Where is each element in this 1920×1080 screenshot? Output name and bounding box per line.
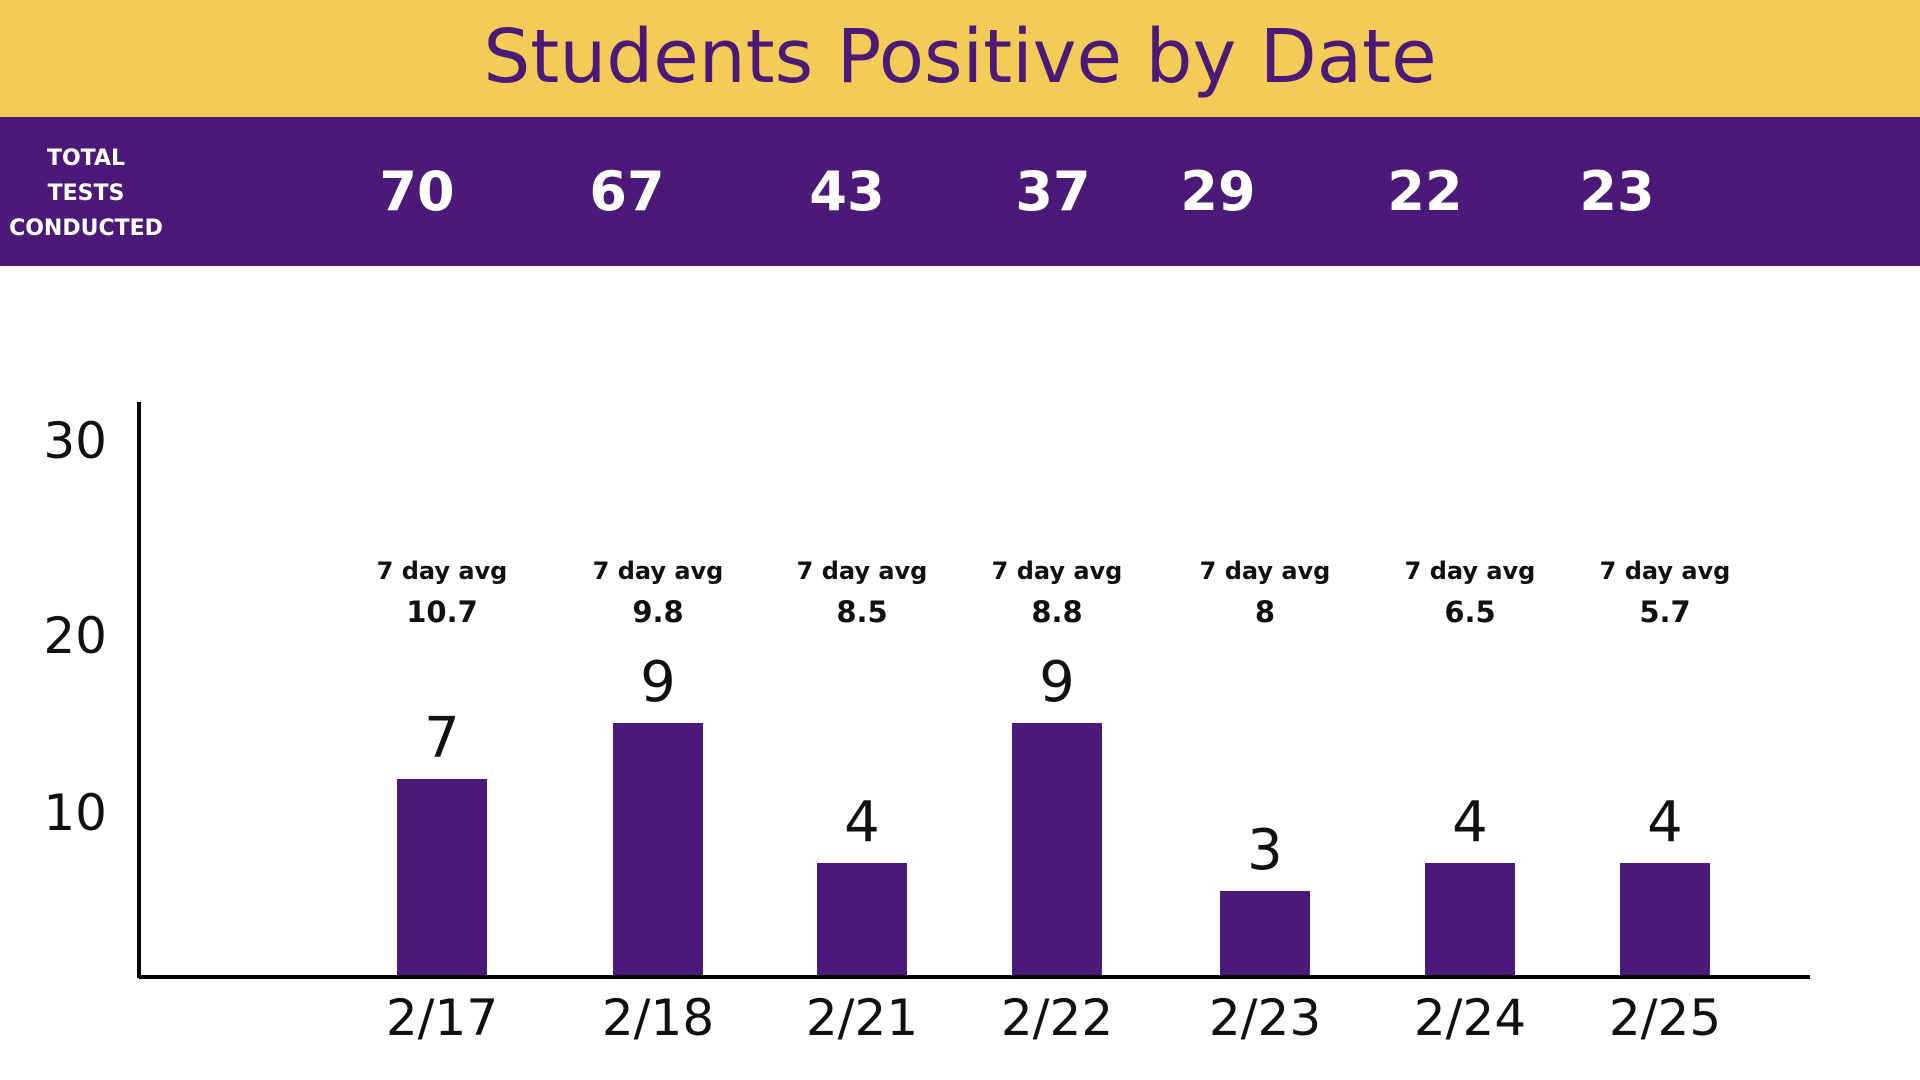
x-tick-label: 2/23 bbox=[1209, 989, 1321, 1047]
data-label: 4 bbox=[1452, 790, 1488, 855]
tests-value: 22 bbox=[1387, 160, 1463, 223]
seven-day-avg-label: 7 day avg bbox=[593, 557, 724, 585]
bar bbox=[613, 723, 703, 975]
data-label: 9 bbox=[640, 650, 676, 715]
tests-value: 70 bbox=[379, 160, 455, 223]
y-tick-label: 30 bbox=[43, 412, 107, 470]
x-tick-label: 2/25 bbox=[1609, 989, 1721, 1047]
data-label: 7 bbox=[424, 706, 460, 771]
x-tick-label: 2/21 bbox=[806, 989, 918, 1047]
title-bar: Students Positive by Date bbox=[0, 0, 1920, 117]
tests-value: 67 bbox=[589, 160, 665, 223]
data-label: 9 bbox=[1039, 650, 1075, 715]
data-label: 4 bbox=[1647, 790, 1683, 855]
page-title: Students Positive by Date bbox=[483, 13, 1437, 100]
y-tick-label: 10 bbox=[43, 784, 107, 842]
tests-conducted-label: TOTAL TESTS CONDUCTED bbox=[0, 141, 172, 246]
x-tick-label: 2/18 bbox=[602, 989, 714, 1047]
bar bbox=[1220, 891, 1310, 975]
tests-label-line: TOTAL bbox=[46, 146, 126, 171]
seven-day-avg-value: 6.5 bbox=[1444, 595, 1495, 629]
seven-day-avg-label: 7 day avg bbox=[1405, 557, 1536, 585]
bar bbox=[1425, 863, 1515, 975]
x-tick-label: 2/24 bbox=[1414, 989, 1526, 1047]
bar bbox=[817, 863, 907, 975]
bar bbox=[1012, 723, 1102, 975]
tests-label-line: TESTS bbox=[47, 181, 125, 206]
seven-day-avg-label: 7 day avg bbox=[1600, 557, 1731, 585]
seven-day-avg-label: 7 day avg bbox=[1200, 557, 1331, 585]
seven-day-avg-label: 7 day avg bbox=[377, 557, 508, 585]
tests-conducted-bar: TOTAL TESTS CONDUCTED 70 67 43 37 29 22 … bbox=[0, 117, 1920, 266]
seven-day-avg-value: 10.7 bbox=[406, 595, 478, 629]
tests-value: 43 bbox=[809, 160, 885, 223]
bar bbox=[397, 779, 487, 975]
seven-day-avg-value: 8.8 bbox=[1031, 595, 1082, 629]
tests-label-line: CONDUCTED bbox=[9, 216, 163, 241]
seven-day-avg-value: 5.7 bbox=[1639, 595, 1690, 629]
seven-day-avg-value: 8.5 bbox=[836, 595, 887, 629]
x-tick-label: 2/17 bbox=[386, 989, 498, 1047]
tests-value: 37 bbox=[1015, 160, 1091, 223]
bar bbox=[1620, 863, 1710, 975]
seven-day-avg-label: 7 day avg bbox=[797, 557, 928, 585]
tests-value: 23 bbox=[1579, 160, 1655, 223]
x-tick-label: 2/22 bbox=[1001, 989, 1113, 1047]
seven-day-avg-value: 8 bbox=[1255, 595, 1275, 629]
tests-value: 29 bbox=[1180, 160, 1256, 223]
data-label: 4 bbox=[844, 790, 880, 855]
seven-day-avg-label: 7 day avg bbox=[992, 557, 1123, 585]
data-label: 3 bbox=[1247, 818, 1283, 883]
y-tick-label: 20 bbox=[43, 607, 107, 665]
seven-day-avg-value: 9.8 bbox=[632, 595, 683, 629]
